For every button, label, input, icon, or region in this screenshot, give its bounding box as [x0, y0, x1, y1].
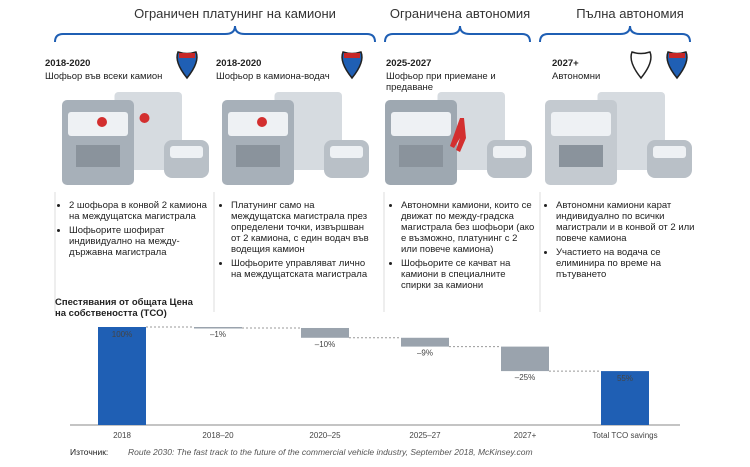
stage-subtitle: Шофьор във всеки камион: [45, 71, 163, 82]
driver: [97, 117, 107, 127]
person: [450, 118, 466, 152]
bar: [194, 327, 242, 329]
stage-subtitle: Шофьор в камиона-водач: [216, 71, 330, 82]
driver: [257, 117, 267, 127]
grille: [236, 145, 280, 167]
bullets: Автономни камиони карат индивидуално по …: [545, 200, 695, 283]
bracket: [384, 25, 531, 43]
car-window: [653, 146, 686, 158]
value-label: 55%: [617, 374, 633, 383]
bullets: Платунинг само на междущатска магистрала…: [220, 200, 375, 283]
stage-year: 2025-2027: [386, 58, 432, 69]
windshield: [551, 112, 611, 136]
value-label: 100%: [112, 330, 132, 339]
x-tick-label: Total TCO savings: [592, 431, 657, 440]
car-window: [330, 146, 363, 158]
value-label: –1%: [210, 330, 226, 339]
brackets: [54, 25, 691, 43]
chart-title: Спестявания от общата Цена на собственос…: [55, 297, 193, 319]
bullets: Автономни камиони, които се движат по ме…: [390, 200, 535, 294]
x-tick-label: 2018: [113, 431, 131, 440]
car: [324, 140, 369, 178]
car-window: [170, 146, 203, 158]
header: Ограничена автономия: [389, 6, 531, 21]
header: Пълна автономия: [576, 6, 684, 21]
value-label: –10%: [315, 340, 335, 349]
value-label: –25%: [515, 373, 535, 382]
bracket: [54, 25, 376, 43]
bullet: Участието на водача се елиминира по врем…: [556, 247, 695, 280]
bar: [401, 337, 449, 347]
stage-year: 2027+: [552, 58, 579, 69]
header: Ограничен платунинг на камиони: [134, 6, 336, 21]
shield-top: [179, 53, 195, 58]
car: [487, 140, 532, 178]
grille: [76, 145, 120, 167]
bullets: 2 шофьора в конвой 2 камиона на междущат…: [58, 200, 208, 261]
bullet: Шофьорите се качват на камиони в специал…: [401, 258, 535, 291]
bar: [501, 346, 549, 372]
shield-top: [669, 53, 685, 58]
bullet: Платунинг само на междущатска магистрала…: [231, 200, 375, 255]
driver: [139, 113, 150, 123]
bullet: Автономни камиони карат индивидуално по …: [556, 200, 695, 244]
stage-year: 2018-2020: [216, 58, 262, 69]
stage-subtitle: Шофьор при приемане и предаване: [386, 71, 496, 93]
bar: [98, 327, 146, 425]
bullet: Шофьорите управляват лично на междущатск…: [231, 258, 375, 280]
bullet: Шофьорите шофират индивидуално на между-…: [69, 225, 208, 258]
bullet: 2 шофьора в конвой 2 камиона на междущат…: [69, 200, 208, 222]
x-tick-label: 2020–25: [309, 431, 341, 440]
bar: [301, 327, 349, 338]
value-label: –9%: [417, 349, 433, 358]
windshield: [391, 112, 451, 136]
stage-year: 2018-2020: [45, 58, 91, 69]
car-window: [493, 146, 526, 158]
x-tick-label: 2025–27: [409, 431, 441, 440]
source-label: Източник:: [70, 447, 109, 457]
source: Route 2030: The fast track to the future…: [128, 447, 533, 457]
x-tick-label: 2018–20: [202, 431, 234, 440]
car: [164, 140, 209, 178]
x-tick-label: 2027+: [514, 431, 537, 440]
grille: [399, 145, 443, 167]
car: [647, 140, 692, 178]
bar: [601, 371, 649, 425]
bullet: Автономни камиони, които се движат по ме…: [401, 200, 535, 255]
shield-top: [344, 53, 360, 58]
grille: [559, 145, 603, 167]
bracket: [539, 25, 691, 43]
shield-icon: [630, 51, 652, 80]
stage-subtitle: Автономни: [552, 71, 601, 82]
